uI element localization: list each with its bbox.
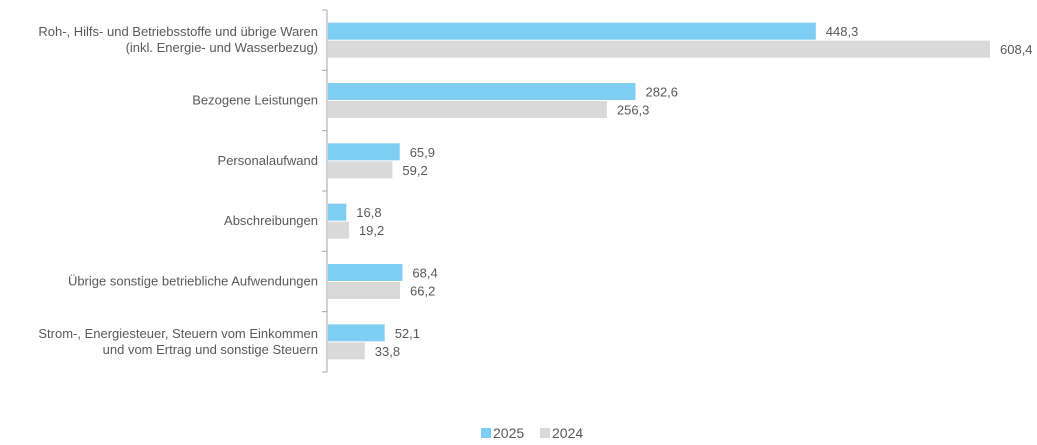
data-label-2025: 68,4 (412, 266, 437, 281)
category-label: Strom-, Energiesteuer, Steuern vom Einko… (38, 326, 318, 357)
data-label-2024: 33,8 (375, 344, 400, 359)
bar-2025 (328, 83, 636, 100)
category-label-line: Abschreibungen (224, 213, 318, 228)
legend-label-2024: 2024 (552, 425, 583, 441)
category-label-line: Personalaufwand (218, 153, 318, 168)
data-label-2024: 256,3 (617, 103, 650, 118)
bar-2024 (328, 342, 365, 360)
axis-layer (322, 9, 328, 373)
data-label-2025: 65,9 (410, 145, 435, 160)
bar-2025 (328, 143, 400, 161)
data-label-2025: 16,8 (356, 205, 381, 220)
data-label-2024: 19,2 (359, 223, 384, 238)
labels-layer: Roh-, Hilfs- und Betriebsstoffe und übri… (38, 24, 1032, 359)
category-label-line: Strom-, Energiesteuer, Steuern vom Einko… (38, 326, 318, 341)
bar-2025 (328, 203, 347, 221)
category-label-line: Bezogene Leistungen (192, 93, 318, 108)
data-label-2025: 448,3 (826, 24, 859, 39)
data-label-2024: 66,2 (410, 284, 435, 299)
data-label-2025: 52,1 (395, 326, 420, 341)
legend-swatch-2024 (540, 428, 550, 438)
data-label-2025: 282,6 (645, 85, 678, 100)
data-label-2024: 608,4 (1000, 42, 1033, 57)
category-label-line: (inkl. Energie- und Wasserbezug) (126, 40, 318, 55)
legend: 2025 2024 (481, 425, 583, 441)
bar-2024 (328, 161, 393, 179)
category-label: Bezogene Leistungen (192, 93, 318, 108)
legend-swatch-2025 (481, 428, 491, 438)
category-label: Roh-, Hilfs- und Betriebsstoffe und übri… (38, 24, 318, 55)
bars-layer (328, 22, 990, 360)
bar-2024 (328, 101, 607, 118)
bar-2024 (328, 282, 401, 299)
category-label-line: Übrige sonstige betriebliche Aufwendunge… (68, 274, 318, 289)
legend-label-2025: 2025 (493, 425, 524, 441)
bar-2025 (328, 264, 403, 281)
category-label: Personalaufwand (218, 153, 318, 168)
bar-2025 (328, 324, 385, 342)
bar-2025 (328, 22, 816, 40)
category-label-line: und vom Ertrag und sonstige Steuern (103, 342, 318, 357)
bar-2024 (328, 221, 349, 239)
data-label-2024: 59,2 (402, 163, 427, 178)
category-label-line: Roh-, Hilfs- und Betriebsstoffe und übri… (38, 24, 318, 39)
category-label: Abschreibungen (224, 213, 318, 228)
bar-2024 (328, 40, 990, 58)
category-label: Übrige sonstige betriebliche Aufwendunge… (68, 274, 318, 289)
